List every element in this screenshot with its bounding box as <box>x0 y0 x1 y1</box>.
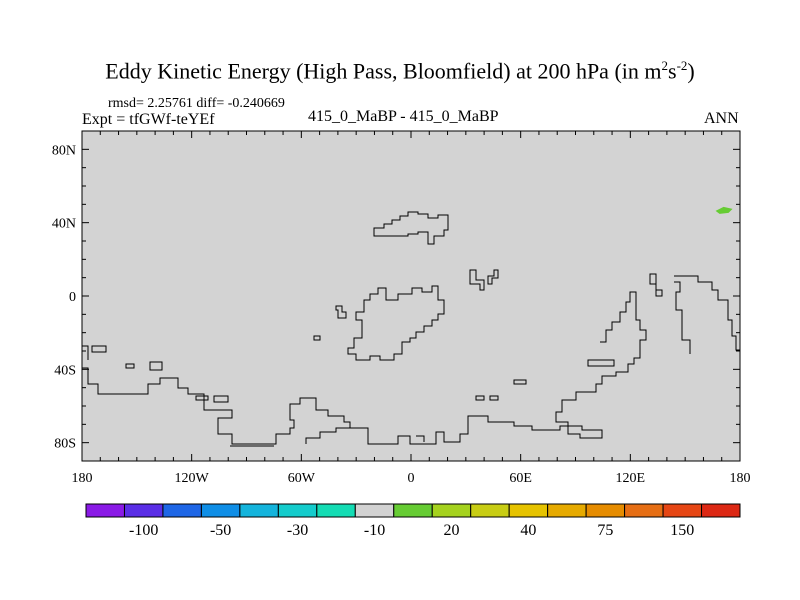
coastline-sa-small-1 <box>91 345 107 353</box>
x-tick-label: 60E <box>509 471 532 486</box>
tick-label-group: 180 120W 60W 0 60E 120E 180 80N 40N 0 40S 80S <box>52 143 751 486</box>
tick-group <box>81 130 741 462</box>
coastline-antarctica <box>305 427 350 444</box>
case-label: 415_0_MaBP - 415_0_MaBP <box>308 108 499 125</box>
x-tick-label: 60W <box>288 471 316 486</box>
coastline-asia-pacific <box>674 275 740 354</box>
colorbar-swatch <box>239 503 279 518</box>
coastline-antarctica-2 <box>416 435 425 442</box>
colorbar-swatch <box>393 503 433 518</box>
coastline-sa-small-3 <box>195 395 209 401</box>
coastline-africa <box>347 285 445 361</box>
expt-label: Expt = tfGWf-teYEf <box>82 111 215 128</box>
colorbar-label: 20 <box>443 522 459 539</box>
colorbar-label: -10 <box>364 522 385 539</box>
anomaly-blob <box>715 206 733 214</box>
coastline-group <box>82 211 740 447</box>
colorbar-swatch <box>277 503 318 518</box>
coastline-arabia <box>469 269 485 291</box>
colorbar-swatch <box>123 503 164 518</box>
title-sup-2: -2 <box>676 58 688 73</box>
y-tick-label: 80N <box>52 143 76 158</box>
coastline-mid-small-1 <box>513 379 527 385</box>
coastline-africa-west <box>335 305 347 319</box>
colorbar-swatch <box>162 503 202 518</box>
y-tick-label: 40S <box>54 363 76 378</box>
coastline-small-island <box>313 335 321 341</box>
coastline-sa-small-5 <box>149 361 163 371</box>
colorbar-swatch <box>316 503 356 518</box>
colorbar-swatch <box>354 503 395 518</box>
colorbar-label: 150 <box>670 522 694 539</box>
coastline-arabia-2 <box>487 269 499 285</box>
colorbar-label: -50 <box>210 522 231 539</box>
colorbar-swatch <box>547 503 587 518</box>
title-text: Eddy Kinetic Energy (High Pass, Bloomfie… <box>105 58 662 84</box>
y-tick-label: 80S <box>54 437 76 452</box>
coastline-south-pacific-right <box>82 345 89 360</box>
coastline-mid-small-2 <box>475 395 485 401</box>
title-close: ) <box>687 58 695 84</box>
colorbar-swatch <box>200 503 241 518</box>
colorbar-label: 40 <box>520 522 536 539</box>
colorbar-swatch <box>470 503 510 518</box>
coastline-south-america <box>82 291 647 445</box>
coastline-mid-small-4 <box>587 359 615 367</box>
x-tick-label: 120W <box>175 471 210 486</box>
colorbar-swatch <box>508 503 549 518</box>
colorbar-swatch <box>85 503 125 518</box>
chart-title: Eddy Kinetic Energy (High Pass, Bloomfie… <box>0 58 800 84</box>
title-sup-1: 2 <box>661 58 669 73</box>
y-tick-label: 0 <box>69 290 76 305</box>
colorbar-swatch <box>701 503 741 518</box>
colorbar-swatch <box>624 503 664 518</box>
x-tick-label: 120E <box>616 471 646 486</box>
x-tick-label: 180 <box>730 471 751 486</box>
title-unit-s: s <box>668 58 677 84</box>
coastline-sa-small-4 <box>213 395 229 403</box>
coastline-mid-small-3 <box>489 395 499 401</box>
coastline-asia-east <box>649 273 663 297</box>
colorbar-label: 75 <box>597 522 613 539</box>
colorbar <box>85 503 741 518</box>
season-label: ANN <box>704 110 739 127</box>
y-tick-label: 40N <box>52 217 76 232</box>
map-background <box>82 131 740 461</box>
coastline-sa-small-2 <box>125 363 135 369</box>
colorbar-label: -100 <box>129 522 158 539</box>
x-tick-label: 0 <box>408 471 415 486</box>
colorbar-label: -30 <box>287 522 308 539</box>
stats-line: rmsd= 2.25761 diff= -0.240669 <box>108 96 285 111</box>
colorbar-swatch <box>585 503 626 518</box>
colorbar-label-group: -100 -50 -30 -10 20 40 75 150 <box>129 522 694 539</box>
x-tick-label: 180 <box>72 471 93 486</box>
colorbar-swatch <box>431 503 472 518</box>
colorbar-swatch <box>662 503 703 518</box>
coastline-greenland <box>373 211 449 245</box>
